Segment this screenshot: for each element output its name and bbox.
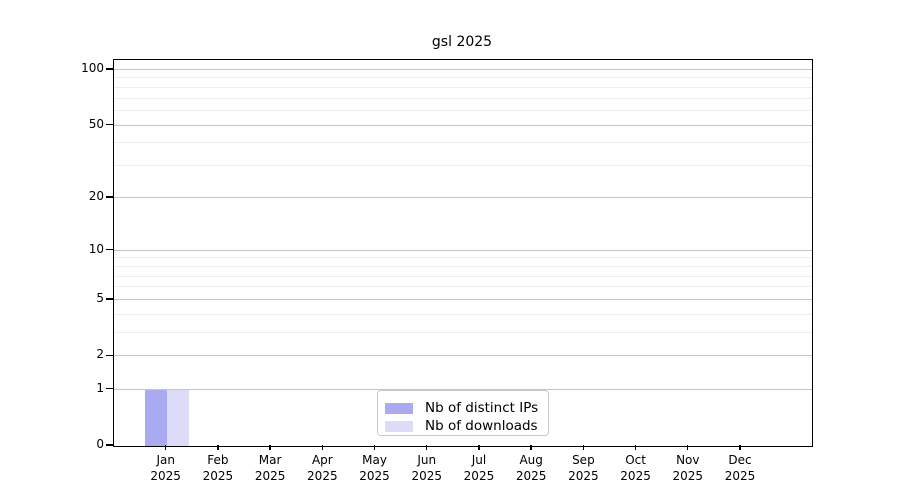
y-tick-mark	[106, 387, 113, 390]
minor-gridline	[114, 109, 812, 111]
y-tick-mark	[106, 298, 113, 300]
x-tick-year: 2025	[672, 469, 704, 483]
legend-entry: Nb of distinct IPs	[385, 399, 548, 417]
x-tick-mark	[634, 445, 637, 450]
legend: Nb of distinct IPs Nb of downloads	[377, 390, 549, 436]
x-tick-mark	[426, 445, 428, 450]
y-tick-label: 2	[96, 347, 104, 362]
x-tick-mark	[478, 445, 480, 450]
y-tick-label: 0	[96, 437, 104, 451]
x-tick-year: 2025	[254, 469, 286, 483]
minor-gridline	[114, 165, 812, 167]
major-gridline	[114, 388, 812, 390]
x-tick-year: 2025	[568, 469, 599, 483]
x-tick-label: Jun 2025	[392, 452, 462, 484]
x-tick-month: Aug	[519, 453, 543, 467]
x-tick-mark	[164, 445, 167, 450]
x-tick-mark	[373, 445, 376, 450]
x-tick-label: Apr 2025	[287, 452, 357, 484]
x-tick-month: Jul	[471, 453, 487, 467]
x-tick-mark	[217, 445, 219, 450]
y-tick-mark	[106, 68, 113, 70]
y-tick-label: 50	[88, 116, 104, 131]
minor-gridline	[114, 142, 812, 144]
x-tick-year: 2025	[202, 469, 234, 483]
y-tick-mark	[106, 444, 113, 446]
legend-entry: Nb of downloads	[385, 417, 548, 435]
x-tick-month: Mar	[258, 453, 282, 467]
x-tick-label: Nov 2025	[653, 452, 723, 484]
x-tick-year: 2025	[150, 469, 181, 483]
x-tick-year: 2025	[620, 469, 651, 483]
y-tick-mark	[106, 248, 113, 251]
minor-gridline	[114, 332, 812, 334]
x-tick-month: Feb	[207, 453, 229, 467]
minor-gridline	[114, 97, 812, 99]
minor-gridline	[114, 265, 812, 267]
y-tick-label: 1	[96, 380, 104, 395]
x-tick-label: Jan 2025	[131, 452, 201, 484]
y-tick-mark	[106, 196, 113, 198]
x-tick-label: Mar 2025	[235, 452, 305, 484]
gridlines-layer	[114, 60, 812, 446]
major-gridline	[114, 196, 812, 198]
plot-area	[113, 59, 813, 447]
x-tick-mark	[739, 445, 741, 450]
x-tick-label: Aug 2025	[496, 452, 566, 484]
major-gridline	[114, 68, 812, 70]
x-tick-label: Sep 2025	[548, 452, 618, 484]
legend-label: Nb of distinct IPs	[425, 400, 539, 416]
x-tick-month: Apr	[311, 453, 333, 467]
x-tick-label: Feb 2025	[183, 452, 253, 484]
chart-title: gsl 2025	[431, 34, 493, 50]
legend-color-swatch	[385, 402, 413, 414]
bars-layer	[114, 60, 812, 446]
major-gridline	[114, 355, 812, 357]
x-tick-month: Sep	[572, 453, 595, 467]
y-tick-label: 20	[88, 188, 104, 203]
x-tick-label: Dec 2025	[705, 452, 775, 484]
x-tick-mark	[269, 445, 271, 450]
x-tick-month: Jan	[156, 453, 175, 467]
x-tick-month: Nov	[676, 453, 700, 467]
x-tick-year: 2025	[411, 469, 443, 483]
y-tick-label: 5	[96, 290, 104, 305]
x-tick-month: Oct	[625, 453, 646, 467]
x-tick-month: May	[362, 453, 387, 467]
x-tick-label: Jul 2025	[444, 452, 514, 484]
minor-gridline	[114, 275, 812, 277]
minor-gridline	[114, 286, 812, 288]
legend-label: Nb of downloads	[425, 418, 538, 434]
major-gridline	[114, 298, 812, 300]
y-tick-mark	[106, 354, 113, 357]
x-tick-label: May 2025	[340, 452, 410, 484]
y-tick-label: 100	[81, 60, 104, 75]
y-tick-mark	[106, 123, 113, 126]
x-tick-year: 2025	[307, 469, 338, 483]
minor-gridline	[114, 313, 812, 315]
legend-color-swatch	[385, 420, 413, 432]
minor-gridline	[114, 77, 812, 79]
bar-distinct-ips	[144, 389, 167, 446]
x-tick-month: Jun	[417, 453, 437, 467]
major-gridline	[114, 124, 812, 126]
x-tick-mark	[530, 445, 532, 450]
bar-downloads	[166, 389, 189, 446]
x-tick-mark	[321, 445, 324, 450]
minor-gridline	[114, 257, 812, 259]
x-tick-label: Oct 2025	[601, 452, 671, 484]
x-tick-year: 2025	[359, 469, 390, 483]
major-gridline	[114, 249, 812, 251]
minor-gridline	[114, 86, 812, 88]
x-tick-year: 2025	[463, 469, 495, 483]
x-tick-month: Dec	[728, 453, 752, 467]
x-tick-year: 2025	[515, 469, 547, 483]
y-tick-label: 10	[88, 241, 104, 256]
x-tick-mark	[582, 445, 585, 450]
x-tick-mark	[687, 445, 689, 450]
x-tick-year: 2025	[724, 469, 756, 483]
